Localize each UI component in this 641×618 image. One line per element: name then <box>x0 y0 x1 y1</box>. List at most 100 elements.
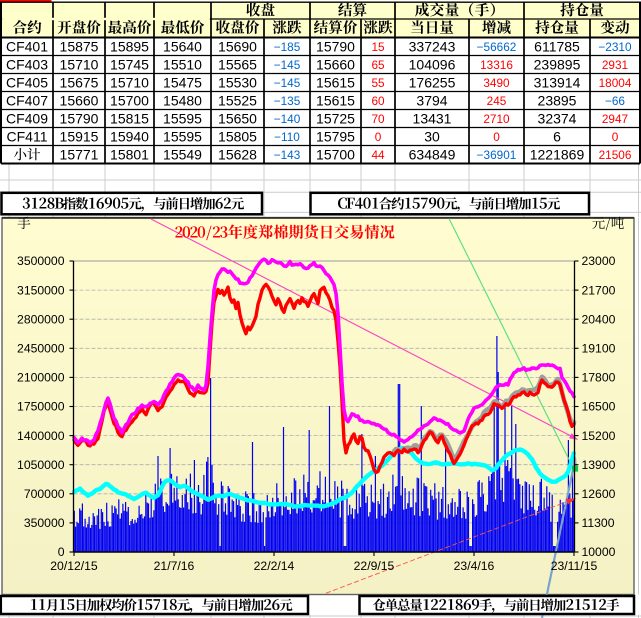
svg-text:CF403: CF403 <box>6 57 48 73</box>
svg-text:3490: 3490 <box>483 76 510 90</box>
svg-text:2947: 2947 <box>602 112 628 126</box>
svg-text:15940: 15940 <box>110 129 149 145</box>
svg-text:CF411: CF411 <box>7 129 48 145</box>
svg-text:1400000: 1400000 <box>17 429 65 443</box>
svg-text:CF401: CF401 <box>6 39 48 55</box>
svg-text:15628: 15628 <box>218 147 257 163</box>
svg-text:CF405: CF405 <box>6 75 48 91</box>
svg-text:65: 65 <box>371 58 385 72</box>
svg-text:15660: 15660 <box>316 57 355 73</box>
svg-text:32374: 32374 <box>538 111 577 127</box>
svg-text:21700: 21700 <box>582 283 616 297</box>
svg-text:15815: 15815 <box>110 111 149 127</box>
svg-text:350000: 350000 <box>24 516 65 530</box>
svg-text:239895: 239895 <box>534 57 581 73</box>
svg-text:0: 0 <box>375 130 382 144</box>
svg-text:15675: 15675 <box>60 75 99 91</box>
svg-text:15805: 15805 <box>218 129 257 145</box>
svg-text:15475: 15475 <box>163 75 202 91</box>
svg-text:60: 60 <box>371 94 385 108</box>
svg-text:15640: 15640 <box>163 39 202 55</box>
svg-text:104096: 104096 <box>409 57 456 73</box>
svg-text:13900: 13900 <box>582 458 616 472</box>
svg-text:−135: −135 <box>274 94 301 108</box>
svg-text:15875: 15875 <box>60 39 99 55</box>
svg-text:16500: 16500 <box>582 400 616 414</box>
svg-text:55: 55 <box>371 76 385 90</box>
svg-text:15510: 15510 <box>163 57 202 73</box>
svg-text:15549: 15549 <box>163 147 202 163</box>
svg-text:1221869: 1221869 <box>530 147 585 163</box>
svg-text:20400: 20400 <box>582 312 616 326</box>
svg-text:6: 6 <box>553 129 561 145</box>
svg-text:2800000: 2800000 <box>17 312 65 326</box>
svg-text:634849: 634849 <box>409 147 456 163</box>
svg-text:337243: 337243 <box>409 39 456 55</box>
svg-text:611785: 611785 <box>534 39 580 55</box>
svg-text:15595: 15595 <box>163 129 202 145</box>
svg-text:15565: 15565 <box>218 57 257 73</box>
svg-text:15200: 15200 <box>582 429 616 443</box>
svg-text:12600: 12600 <box>582 487 616 501</box>
svg-text:−145: −145 <box>274 58 301 72</box>
svg-text:15480: 15480 <box>163 93 202 109</box>
svg-text:2100000: 2100000 <box>17 371 65 385</box>
svg-text:−110: −110 <box>274 130 300 144</box>
svg-text:1750000: 1750000 <box>17 400 65 414</box>
svg-text:15660: 15660 <box>60 93 99 109</box>
svg-text:13316: 13316 <box>480 58 513 72</box>
svg-text:3150000: 3150000 <box>17 283 65 297</box>
svg-text:15790: 15790 <box>60 111 99 127</box>
svg-text:0: 0 <box>58 545 65 559</box>
svg-text:23000: 23000 <box>582 254 616 268</box>
svg-text:15650: 15650 <box>218 111 257 127</box>
svg-text:10000: 10000 <box>582 545 616 559</box>
svg-text:22/9/15: 22/9/15 <box>354 559 395 573</box>
svg-text:70: 70 <box>371 112 385 126</box>
svg-text:15595: 15595 <box>163 111 202 127</box>
svg-text:−140: −140 <box>274 112 301 126</box>
svg-text:15801: 15801 <box>110 147 149 163</box>
svg-text:2710: 2710 <box>483 112 510 126</box>
svg-text:15690: 15690 <box>218 39 257 55</box>
svg-text:−36901: −36901 <box>477 148 517 162</box>
svg-text:15530: 15530 <box>218 75 257 91</box>
svg-text:3794: 3794 <box>416 93 447 109</box>
svg-text:0: 0 <box>493 130 500 144</box>
svg-text:15745: 15745 <box>110 57 149 73</box>
svg-text:13431: 13431 <box>413 111 452 127</box>
svg-text:−66: −66 <box>605 94 625 108</box>
svg-text:15710: 15710 <box>60 57 99 73</box>
svg-text:17800: 17800 <box>582 371 616 385</box>
svg-text:11300: 11300 <box>582 516 615 530</box>
svg-text:−143: −143 <box>274 148 301 162</box>
svg-text:15525: 15525 <box>218 93 257 109</box>
svg-text:CF407: CF407 <box>6 93 48 109</box>
svg-text:3500000: 3500000 <box>17 254 65 268</box>
svg-text:20/12/15: 20/12/15 <box>50 559 98 573</box>
svg-text:−185: −185 <box>274 40 301 54</box>
svg-text:−56662: −56662 <box>477 40 517 54</box>
svg-text:15771: 15771 <box>60 147 99 163</box>
svg-text:22/2/14: 22/2/14 <box>254 559 295 573</box>
svg-text:CF409: CF409 <box>6 111 48 127</box>
svg-text:19100: 19100 <box>582 342 616 356</box>
svg-text:15915: 15915 <box>60 129 99 145</box>
svg-text:176255: 176255 <box>409 75 456 91</box>
svg-text:15710: 15710 <box>110 75 149 91</box>
svg-text:44: 44 <box>371 148 385 162</box>
svg-text:15895: 15895 <box>110 39 149 55</box>
svg-text:313914: 313914 <box>534 75 581 91</box>
svg-text:700000: 700000 <box>24 487 65 501</box>
svg-text:2931: 2931 <box>602 58 628 72</box>
svg-text:15725: 15725 <box>316 111 355 127</box>
svg-text:15700: 15700 <box>316 147 355 163</box>
svg-text:18004: 18004 <box>599 76 632 90</box>
svg-text:245: 245 <box>487 94 507 108</box>
svg-text:−2310: −2310 <box>598 40 632 54</box>
svg-text:15615: 15615 <box>316 75 355 91</box>
svg-text:0: 0 <box>612 130 619 144</box>
svg-text:21/7/16: 21/7/16 <box>154 559 195 573</box>
svg-text:23/11/15: 23/11/15 <box>551 559 598 573</box>
svg-text:23/4/16: 23/4/16 <box>454 559 495 573</box>
